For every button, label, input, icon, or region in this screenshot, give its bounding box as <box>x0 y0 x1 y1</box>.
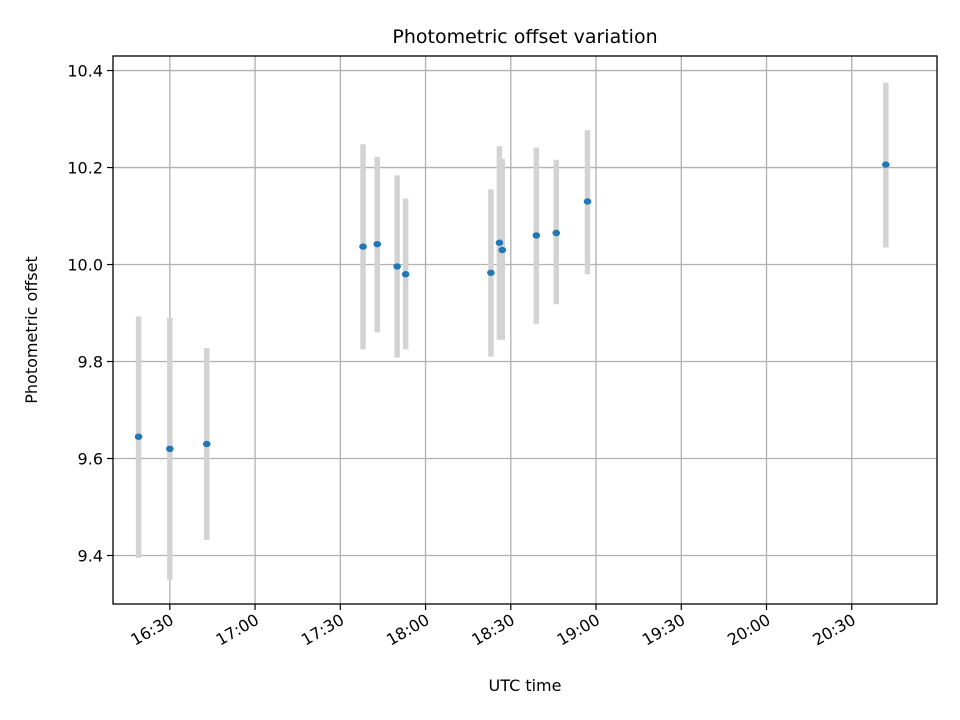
data-point <box>202 440 211 448</box>
data-points <box>134 161 890 453</box>
data-point <box>487 269 495 276</box>
chart-title: Photometric offset variation <box>392 26 657 48</box>
y-axis-label: Photometric offset <box>22 256 41 404</box>
data-point <box>401 271 410 278</box>
y-tick-label: 9.6 <box>78 450 103 469</box>
y-tick-label: 9.8 <box>78 353 103 372</box>
x-axis-label: UTC time <box>489 676 562 695</box>
plot-frame <box>112 55 938 605</box>
data-point <box>134 433 143 440</box>
y-axis-ticks: 9.4 9.6 9.8 10.0 10.2 10.4 <box>67 62 113 566</box>
y-tick-label: 9.4 <box>78 547 103 566</box>
grid <box>113 56 937 604</box>
data-point <box>498 246 507 254</box>
y-tick-label: 10.4 <box>67 62 103 81</box>
data-point <box>373 240 382 248</box>
data-point <box>882 161 890 168</box>
y-tick-label: 10.0 <box>67 256 103 275</box>
y-tick-label: 10.2 <box>67 159 103 178</box>
data-point <box>393 263 401 270</box>
data-point <box>552 229 561 237</box>
data-point <box>359 243 367 250</box>
data-point <box>166 445 174 453</box>
data-point <box>495 239 504 246</box>
data-point <box>532 232 541 239</box>
data-point <box>583 198 592 205</box>
